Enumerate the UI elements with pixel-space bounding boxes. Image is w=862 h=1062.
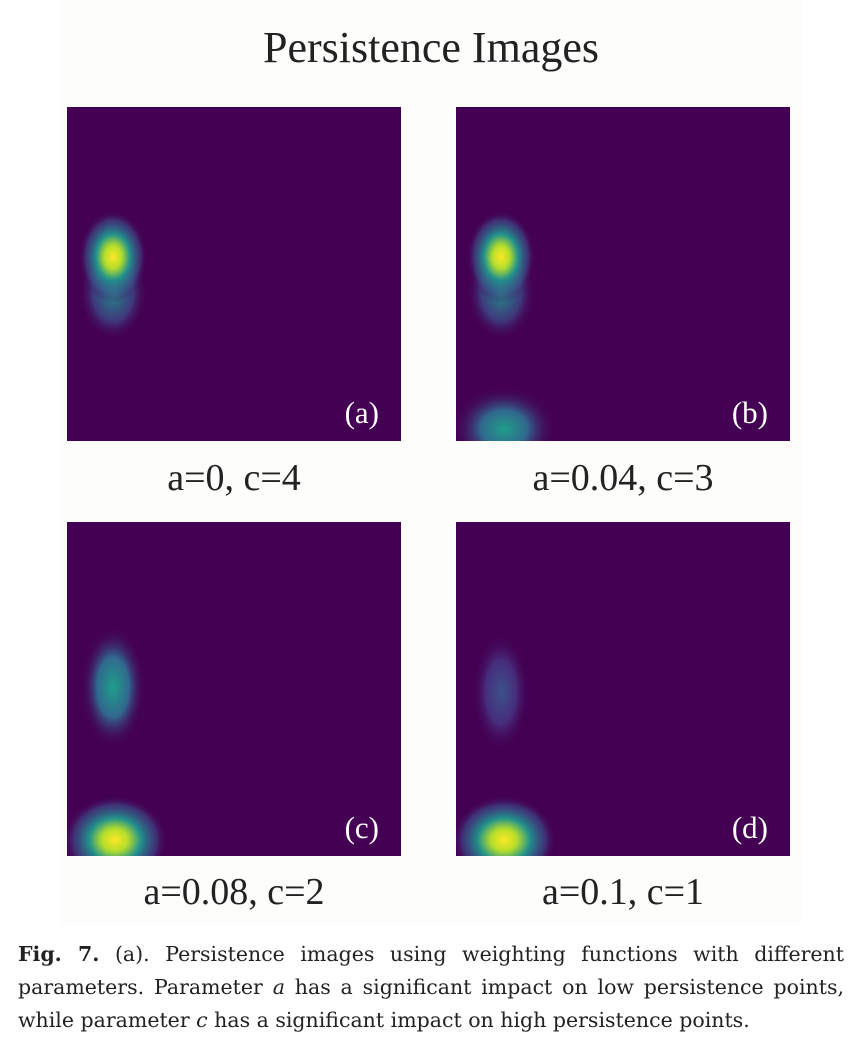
caption-label: Fig. 7.: [18, 942, 100, 966]
persistence-image-c: (c): [67, 522, 401, 856]
persistence-image-b: (b): [456, 107, 790, 441]
peak-c-low: [67, 796, 167, 856]
caption-var-a: a: [272, 975, 285, 999]
peak-a-high: [79, 211, 147, 303]
caption-text-3: has a significant impact on high persist…: [207, 1008, 750, 1032]
peak-c-high: [81, 627, 145, 747]
peak-b-low: [456, 387, 556, 441]
heatmap-d: [456, 634, 556, 856]
caption-text-1: (a). Persistence images using weighting …: [18, 942, 844, 999]
panel-tag-c: (c): [344, 810, 379, 845]
peak-d-low: [456, 796, 556, 856]
peak-b-high: [467, 211, 535, 303]
caption-text-2: has a significant impact on low persiste…: [18, 975, 844, 1032]
heatmap-b: [456, 211, 556, 441]
panel-tag-a: (a): [344, 395, 379, 430]
caption-var-c: c: [196, 1008, 208, 1032]
param-label-a: a=0, c=4: [167, 457, 301, 499]
heatmap-c: [67, 627, 167, 856]
persistence-image-a: (a): [67, 107, 401, 441]
panel-tag-b: (b): [731, 395, 768, 430]
figure-caption: Fig. 7. (a). Persistence images using we…: [18, 938, 844, 1037]
figure-title: Persistence Images: [263, 23, 599, 72]
panel-tag-d: (d): [731, 810, 768, 845]
param-label-c: a=0.08, c=2: [143, 871, 325, 913]
heatmap-a: [79, 211, 147, 340]
param-label-d: a=0.1, c=1: [541, 871, 705, 913]
param-label-b: a=0.04, c=3: [532, 457, 714, 499]
persistence-image-d: (d): [456, 522, 790, 856]
peak-d-high: [473, 634, 529, 750]
